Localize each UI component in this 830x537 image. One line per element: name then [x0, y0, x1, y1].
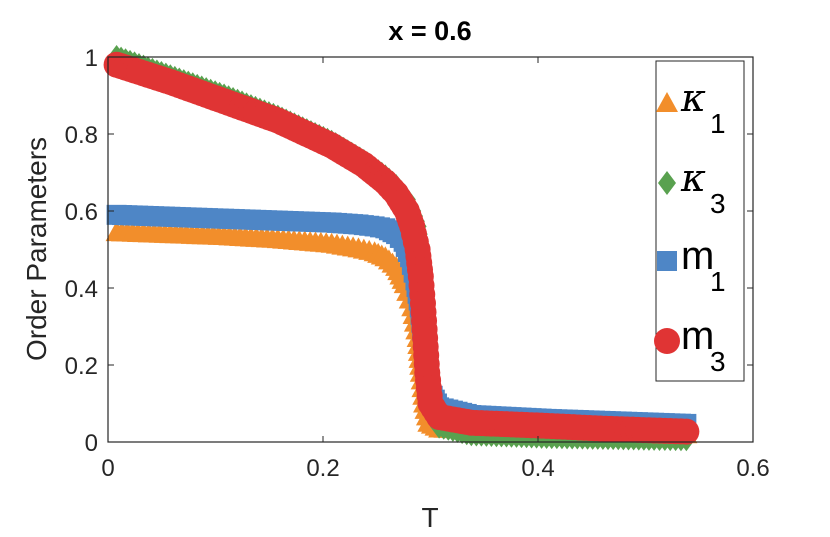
data-marks: [103, 45, 700, 452]
chart-title: x = 0.6: [388, 16, 471, 46]
legend-entry: m1: [657, 234, 726, 297]
legend-subscript: 1: [710, 108, 726, 139]
legend-label: m: [681, 314, 714, 358]
x-axis-label: T: [421, 502, 438, 533]
x-tick-label: 0: [101, 455, 114, 482]
legend-marker: [658, 171, 676, 195]
x-tick-label: 0.2: [306, 455, 339, 482]
x-tick-label: 0.4: [521, 455, 554, 482]
legend-subscript: 3: [710, 346, 726, 377]
legend-marker: [654, 328, 680, 354]
legend-entry: m3: [654, 314, 726, 377]
y-tick-label: 0.4: [65, 276, 98, 303]
y-axis-label: Order Parameters: [21, 137, 52, 361]
plot-area-frame: [107, 56, 754, 443]
legend-box: [655, 60, 745, 382]
y-tick-label: 0.8: [65, 122, 98, 149]
legend-label: κ: [680, 76, 706, 120]
y-tick-label: 0: [85, 430, 98, 457]
legend-label: κ: [680, 156, 706, 200]
legend-entry: κ1: [656, 76, 726, 139]
legend-subscript: 1: [710, 266, 726, 297]
data-point: [673, 418, 700, 445]
legend-marker: [657, 251, 677, 271]
legend-label: m: [681, 234, 714, 278]
y-tick-label: 0.2: [65, 353, 98, 380]
x-tick-label: 0.6: [736, 455, 769, 482]
legend-subscript: 3: [710, 188, 726, 219]
legend-entry: κ3: [658, 156, 726, 219]
y-tick-label: 1: [85, 45, 98, 72]
axis-ticks: 0 0.2 0.4 0.6 0 0.2 0.4 0.6 0.8 1: [65, 45, 770, 482]
series-circle: [103, 51, 700, 445]
legend-marker: [656, 92, 678, 112]
y-tick-label: 0.6: [65, 199, 98, 226]
